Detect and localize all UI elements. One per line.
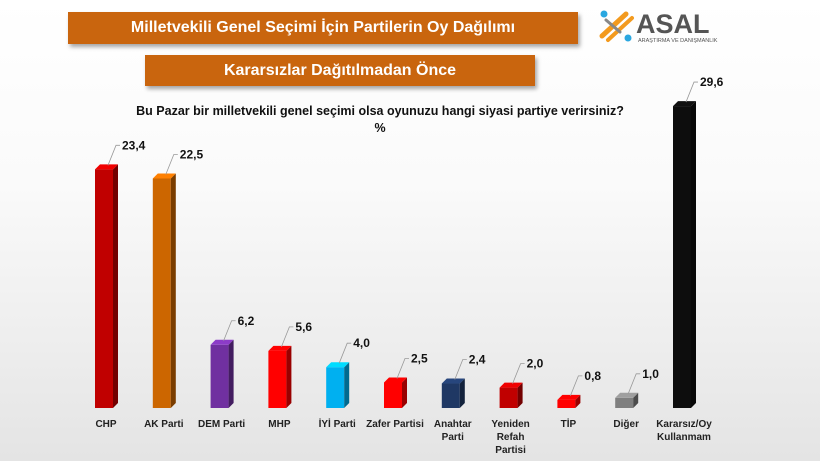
bar-front — [268, 350, 287, 408]
category-label: Kararsız/Oy — [656, 419, 712, 430]
bar-side — [517, 382, 523, 408]
data-label: 23,4 — [122, 138, 146, 152]
category-label: DEM Parti — [198, 419, 245, 430]
bar-4 — [326, 362, 350, 408]
category-label: İYİ Parti — [319, 417, 356, 430]
bar-top — [268, 345, 292, 351]
data-label: 4,0 — [353, 336, 370, 350]
bar-9 — [615, 392, 639, 408]
bar-front — [95, 169, 113, 408]
bar-front — [326, 367, 345, 408]
subtitle: Kararsızlar Dağıtılmadan Önce — [223, 61, 457, 79]
category-label: Zafer Partisi — [366, 419, 424, 430]
bar-side — [402, 377, 407, 408]
bar-8 — [557, 394, 581, 408]
leader-line — [627, 373, 641, 394]
bar-6 — [441, 378, 465, 408]
bar-front — [615, 397, 634, 408]
category-label: Anahtar — [434, 419, 472, 430]
bar-side — [575, 394, 581, 408]
bar-side — [344, 362, 350, 408]
chart-unit: % — [374, 121, 386, 135]
category-label: TİP — [561, 417, 577, 430]
leader-line — [570, 375, 583, 396]
leader-line — [223, 320, 236, 341]
leader-line — [338, 342, 352, 364]
bar-top — [499, 382, 523, 388]
data-label: 29,6 — [700, 75, 724, 89]
category-label: Diğer — [613, 419, 639, 430]
data-label: 2,4 — [469, 353, 486, 367]
bar-front — [441, 383, 460, 408]
bar-10 — [673, 101, 696, 408]
bar-5 — [384, 377, 407, 408]
bar-side — [691, 101, 696, 408]
bar-top — [95, 164, 118, 170]
svg-text:ASAL: ASAL — [636, 9, 710, 39]
bar-top — [152, 173, 176, 179]
bar-top — [557, 394, 581, 400]
bar-top — [384, 377, 407, 383]
bar-front — [673, 106, 691, 408]
leader-line — [107, 144, 120, 166]
bar-side — [113, 164, 118, 408]
bar-7 — [499, 382, 523, 408]
bar-front — [384, 382, 402, 408]
leader-line — [454, 359, 467, 380]
leader-line — [396, 358, 409, 379]
data-label: 2,5 — [411, 352, 428, 366]
bar-side — [633, 392, 639, 408]
category-label: MHP — [268, 419, 291, 430]
data-label: 1,0 — [642, 367, 659, 381]
category-label: Kullanmam — [657, 432, 711, 443]
data-label: 5,6 — [295, 320, 312, 334]
bar-0 — [95, 164, 118, 408]
bar-top — [673, 101, 696, 107]
bar-side — [286, 345, 292, 408]
leader-line — [685, 81, 698, 103]
bar-top — [326, 362, 350, 368]
bar-side — [170, 173, 176, 408]
category-label: Refah — [497, 432, 525, 443]
category-label: Yeniden — [491, 419, 529, 430]
bar-front — [152, 178, 171, 408]
bar-top — [210, 339, 234, 345]
bar-side — [459, 378, 465, 408]
bar-front — [557, 399, 576, 408]
bar-front — [499, 387, 518, 408]
bar-1 — [152, 173, 176, 408]
leader-line — [165, 154, 178, 175]
category-label: CHP — [95, 419, 116, 430]
title-banner: Milletvekili Genel Seçimi İçin Partileri… — [68, 12, 578, 44]
svg-text:ARAŞTIRMA VE DANIŞMANLIK: ARAŞTIRMA VE DANIŞMANLIK — [638, 38, 718, 44]
asal-logo: ASAL ARAŞTIRMA VE DANIŞMANLIK — [599, 9, 718, 44]
category-label: AK Parti — [144, 419, 184, 430]
bar-side — [228, 339, 234, 408]
bar-3 — [268, 345, 292, 408]
leader-line — [512, 363, 525, 384]
bar-front — [210, 344, 229, 408]
data-label: 2,0 — [527, 357, 544, 371]
bar-top — [615, 392, 639, 398]
subtitle-banner: Kararsızlar Dağıtılmadan Önce — [145, 55, 535, 86]
leader-line — [281, 326, 294, 348]
category-label: Partisi — [495, 445, 526, 456]
data-label: 0,8 — [584, 369, 601, 383]
data-label: 6,2 — [238, 314, 255, 328]
data-label: 22,5 — [180, 148, 204, 162]
title: Milletvekili Genel Seçimi İçin Partileri… — [130, 19, 516, 36]
chart-title: Bu Pazar bir milletvekili genel seçimi o… — [136, 104, 624, 118]
bar-2 — [210, 339, 234, 408]
bar-top — [441, 378, 465, 384]
category-label: Parti — [442, 432, 464, 443]
